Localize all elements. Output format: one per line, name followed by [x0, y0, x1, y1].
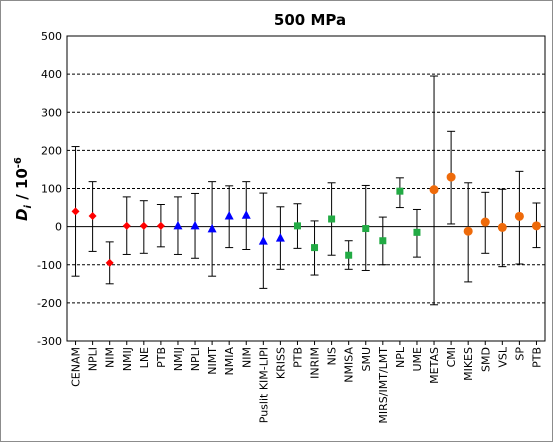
data-point-triangle	[207, 223, 217, 233]
data-point-diamond	[105, 258, 114, 267]
x-tick-label: CENAM	[70, 347, 83, 387]
data-point-square	[311, 244, 319, 252]
x-tick-label: Puslit KIM-LIPI	[257, 347, 270, 423]
data-point-triangle	[258, 236, 268, 245]
data-point-triangle	[241, 210, 251, 219]
data-point-square	[293, 222, 301, 230]
data-point-square	[413, 228, 421, 236]
x-tick-label: UME	[411, 347, 424, 372]
x-tick-label: NMIA	[223, 347, 236, 376]
y-tick-labels: -300 -200 -100 0 100 200 300 400 500	[37, 30, 62, 348]
x-tick-label: METAS	[428, 347, 441, 384]
data-point-diamond	[139, 221, 148, 230]
x-tick-label: SP	[513, 347, 526, 361]
data-point-circle	[497, 222, 507, 232]
x-tick-label: PTB	[155, 347, 168, 368]
x-tick-label: SMU	[360, 347, 373, 372]
data-point-square	[362, 225, 370, 233]
x-tick-label: LNE	[138, 347, 151, 368]
data-point-circle	[514, 211, 524, 221]
y-label-exp: -6	[13, 157, 24, 168]
x-tick-label: NMIJ	[121, 347, 134, 371]
y-axis-label: Di / 10-6	[13, 157, 34, 221]
x-tick-label: INRIM	[309, 347, 322, 379]
data-point-square	[345, 251, 353, 259]
y-tick-label: 300	[41, 106, 62, 119]
x-tick-label: PTB	[291, 347, 304, 368]
y-tick-label: -300	[37, 335, 62, 348]
x-tick-label: SMD	[479, 347, 492, 372]
x-tick-label: NIMT	[206, 347, 219, 375]
data-point-circle	[480, 217, 490, 227]
y-tick-label: 500	[41, 30, 62, 43]
data-point-circle	[463, 226, 473, 236]
svg-text:Di / 10-6: Di / 10-6	[13, 157, 34, 221]
x-tick-label: MIKES	[462, 347, 475, 381]
chart-title: 500 MPa	[274, 11, 346, 29]
data-point-square	[396, 187, 404, 195]
error-bars	[71, 75, 541, 306]
data-point-triangle	[173, 220, 183, 230]
data-point-triangle	[275, 233, 285, 242]
data-point-circle	[446, 172, 456, 182]
y-tick-label: 0	[55, 221, 62, 234]
y-tick-label: 400	[41, 68, 62, 81]
x-tick-label: NPLI	[189, 347, 202, 371]
x-tick-labels: CENAM NPLI NIM NMIJ LNE PTB NMIJ NPLI NIMT NMIA NI…	[70, 341, 543, 424]
x-tick-label: NMISA	[343, 347, 356, 383]
data-point-circle	[531, 221, 541, 231]
data-point-triangle	[190, 220, 200, 230]
data-point-triangle	[224, 210, 234, 220]
y-tick-label: -100	[37, 259, 62, 272]
data-markers	[71, 172, 541, 267]
y-label-rest: / 10	[13, 168, 31, 205]
data-point-diamond	[88, 211, 97, 220]
x-tick-label: VSL	[496, 346, 509, 368]
data-point-square	[379, 237, 387, 245]
data-point-circle	[429, 185, 439, 195]
x-tick-label: NPLI	[87, 347, 100, 371]
x-tick-label: NPL	[394, 346, 407, 368]
x-tick-label: CMI	[445, 347, 458, 367]
x-tick-label: NIS	[326, 347, 339, 365]
y-tick-label: 100	[41, 183, 62, 196]
y-tick-label: 200	[41, 144, 62, 157]
y-label-sub: i	[23, 204, 34, 208]
data-point-diamond	[122, 221, 131, 230]
x-tick-label: KRISS	[274, 347, 287, 379]
x-tick-label: NMIJ	[172, 347, 185, 371]
plot-area-border	[66, 35, 546, 342]
data-point-diamond	[71, 207, 80, 216]
y-label-main: D	[13, 208, 31, 220]
x-tick-label: MIRS/IMT/LMT	[377, 347, 390, 424]
x-tick-label: NIM	[240, 347, 253, 368]
data-point-diamond	[156, 221, 165, 230]
grid-lines	[67, 73, 545, 304]
x-tick-label: PTB	[530, 347, 543, 368]
data-point-square	[328, 215, 336, 223]
x-tick-label: NIM	[104, 347, 117, 368]
y-tick-label: -200	[37, 297, 62, 310]
